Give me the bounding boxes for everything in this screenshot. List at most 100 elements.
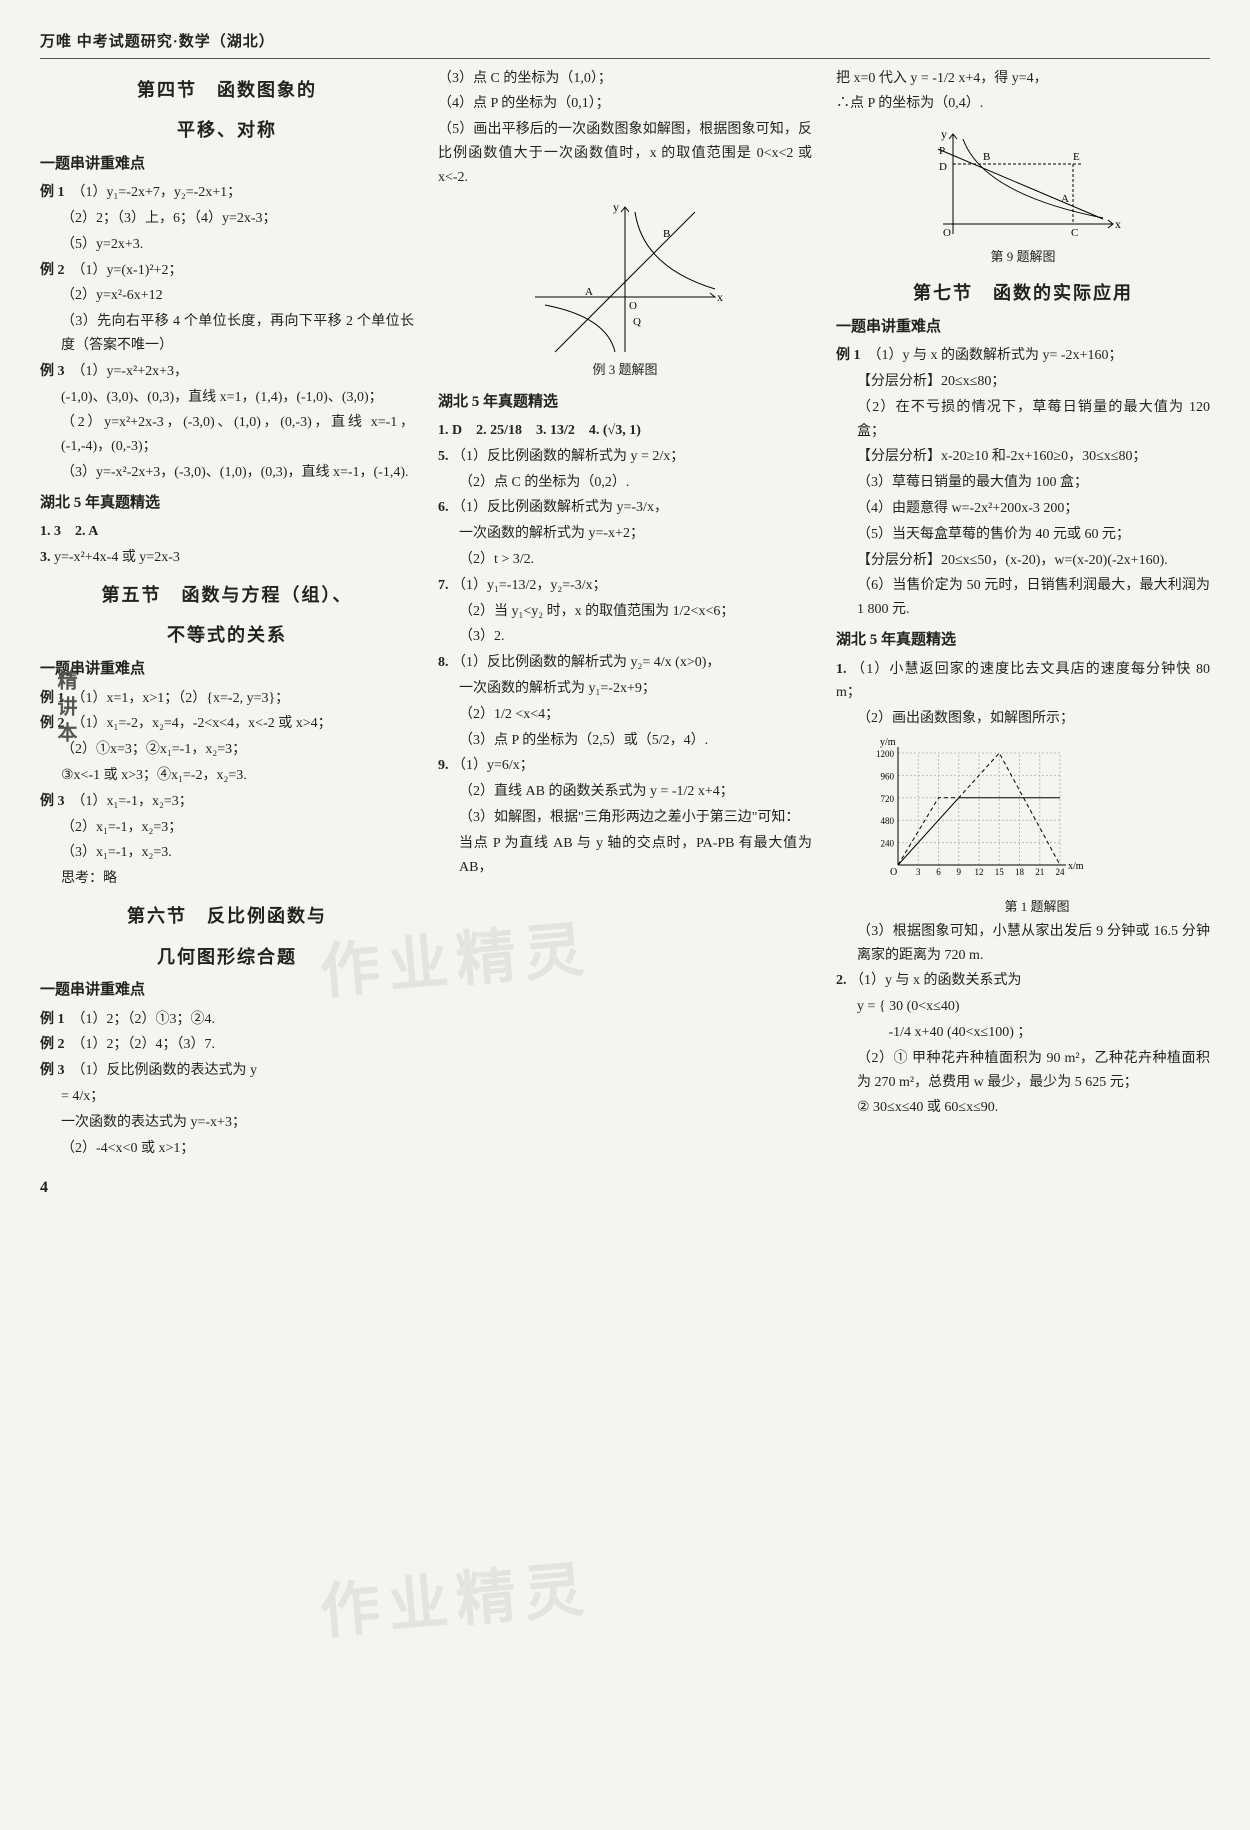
- answer-item: （3）点 P 的坐标为（2,5）或（5/2，4）.: [438, 729, 812, 753]
- example-item: 【分层分析】20≤x≤80；: [836, 370, 1210, 394]
- answer-item: （3）如解图，根据"三角形两边之差小于第三边"可知：: [438, 806, 812, 830]
- example-item: 例 3 （1）x₁=-1，x₂=3；: [40, 790, 414, 814]
- answer-item: 1. D 2. 25/18 3. 13/2 4. (√3, 1): [438, 419, 812, 443]
- example-item: 一次函数的表达式为 y=-x+3；: [40, 1111, 414, 1135]
- answer-item: y = { 30 (0<x≤40): [836, 995, 1210, 1019]
- svg-text:3: 3: [916, 867, 921, 877]
- figure-q9: x y O P D B E A C 第 9 题解图: [836, 124, 1210, 268]
- answer-item: （3）2.: [438, 625, 812, 649]
- svg-text:y/m: y/m: [880, 737, 896, 748]
- answer-item: ② 30≤x≤40 或 60≤x≤90.: [836, 1096, 1210, 1120]
- svg-text:960: 960: [881, 771, 895, 781]
- svg-text:480: 480: [881, 816, 895, 826]
- figure-ex3: x y O A B Q 例 3 题解图: [438, 197, 812, 381]
- answer-item: 5. 5. （1）反比例函数的解析式为 y = 2/x；（1）反比例函数的解析式…: [438, 445, 812, 469]
- example-item: （3）先向右平移 4 个单位长度，再向下平移 2 个单位长度（答案不唯一）: [40, 310, 414, 358]
- answer-item: -1/4 x+40 (40<x≤100) ；: [836, 1021, 1210, 1045]
- answer-item: 一次函数的解析式为 y₁=-2x+9；: [438, 677, 812, 701]
- example-item: 例 1 （1）2；（2）①3；②4.: [40, 1008, 414, 1032]
- svg-text:B: B: [663, 228, 670, 240]
- answer-item: 3. 3. y=-x²+4x-4 或 y=2x-3y=-x²+4x-4 或 y=…: [40, 546, 414, 570]
- section-title: 几何图形综合题: [40, 942, 414, 973]
- answer-item: 8. 8. （1）反比例函数的解析式为 y₂ = 4/x (x>0)，（1）反比…: [438, 651, 812, 675]
- svg-text:y: y: [941, 127, 947, 141]
- example-item: （2）在不亏损的情况下，草莓日销量的最大值为 120 盒；: [836, 396, 1210, 444]
- svg-text:Q: Q: [633, 316, 641, 328]
- answer-item: （2）直线 AB 的函数关系式为 y = -1/2 x+4；: [438, 780, 812, 804]
- figure-caption: 第 1 题解图: [864, 896, 1210, 918]
- answer-item: 把 x=0 代入 y = -1/2 x+4，得 y=4，: [836, 67, 1210, 91]
- example-item: （5）y=2x+3.: [40, 233, 414, 257]
- example-item: （2）y=x²-6x+12: [40, 284, 414, 308]
- subsection-title: 湖北 5 年真题精选: [438, 390, 812, 416]
- svg-text:P: P: [939, 145, 945, 157]
- svg-text:24: 24: [1056, 867, 1066, 877]
- section-title: 第五节 函数与方程（组）、: [40, 580, 414, 611]
- example-item: ③x<-1 或 x>3；④x₁=-2，x₂=3.: [40, 764, 414, 788]
- svg-text:A: A: [585, 286, 593, 298]
- svg-text:O: O: [943, 227, 951, 239]
- example-item: 例 2 （1）y=(x-1)²+2；: [40, 259, 414, 283]
- section-title: 第六节 反比例函数与: [40, 901, 414, 932]
- svg-text:x/min: x/min: [1068, 861, 1084, 872]
- example-item: 思考：略: [40, 867, 414, 891]
- brand-name: 万唯: [40, 34, 72, 50]
- example-item: （3）草莓日销量的最大值为 100 盒；: [836, 471, 1210, 495]
- page-number: 4: [40, 1174, 1210, 1201]
- svg-text:1200: 1200: [876, 749, 895, 759]
- answer-item: （2）t > 3/2.: [438, 548, 812, 572]
- example-item: 例 1 （1）y₁=-2x+7，y₂=-2x+1；: [40, 181, 414, 205]
- subsection-title: 一题串讲重难点: [40, 978, 414, 1004]
- svg-text:240: 240: [881, 839, 895, 849]
- svg-text:12: 12: [975, 867, 984, 877]
- subsection-title: 湖北 5 年真题精选: [836, 628, 1210, 654]
- section-title: 平移、对称: [40, 115, 414, 146]
- answer-item: 1. 1. （1）小慧返回家的速度比去文具店的速度每分钟快 80 m；（1）小慧…: [836, 658, 1210, 706]
- answer-item: （2）点 C 的坐标为（0,2）.: [438, 471, 812, 495]
- svg-text:D: D: [939, 161, 947, 173]
- book-title: 中考试题研究·数学（湖北）: [77, 34, 275, 50]
- example-item: 例 2 （1）2；（2）4；（3）7.: [40, 1033, 414, 1057]
- example-item: （5）当天每盒草莓的售价为 40 元或 60 元；: [836, 523, 1210, 547]
- example-item: = 4/x；: [40, 1085, 414, 1109]
- subsection-title: 一题串讲重难点: [836, 315, 1210, 341]
- example-item: （2）①x=3；②x₁=-1，x₂=3；: [40, 738, 414, 762]
- example-item: （3）x₁=-1，x₂=3.: [40, 841, 414, 865]
- watermark-text: 作业精灵: [316, 1538, 596, 1663]
- svg-text:x: x: [1115, 217, 1121, 231]
- example-item: 【分层分析】x-20≥10 和-2x+160≥0，30≤x≤80；: [836, 445, 1210, 469]
- answer-item: 一次函数的解析式为 y=-x+2；: [438, 522, 812, 546]
- answer-item: （2）当 y₁<y₂ 时，x 的取值范围为 1/2<x<6；: [438, 600, 812, 624]
- subsection-title: 湖北 5 年真题精选: [40, 491, 414, 517]
- example-item: （2）x₁=-1，x₂=3；: [40, 816, 414, 840]
- example-item: （4）由题意得 w=-2x²+200x-3 200；: [836, 497, 1210, 521]
- answer-item: ∴点 P 的坐标为（0,4）.: [836, 92, 1210, 116]
- section-title: 不等式的关系: [40, 620, 414, 651]
- answer-item: （5）画出平移后的一次函数图象如解图，根据图象可知，反比例函数值大于一次函数值时…: [438, 118, 812, 189]
- svg-text:B: B: [983, 151, 990, 163]
- svg-text:C: C: [1071, 227, 1078, 239]
- example-item: （6）当售价定为 50 元时，日销售利润最大，最大利润为 1 800 元.: [836, 574, 1210, 622]
- example-item: 例 3 （1）y=-x²+2x+3，: [40, 360, 414, 384]
- example-item: 【分层分析】20≤x≤50，(x-20)，w=(x-20)(-2x+160).: [836, 549, 1210, 573]
- page-header: 万唯 中考试题研究·数学（湖北）: [40, 30, 1210, 59]
- answer-item: 2. 2. （1）y 与 x 的函数关系式为（1）y 与 x 的函数关系式为: [836, 969, 1210, 993]
- section-title: 第四节 函数图象的: [40, 75, 414, 106]
- example-item: 例 3 （1）反比例函数的表达式为 y: [40, 1059, 414, 1083]
- column-left: 第四节 函数图象的 平移、对称 一题串讲重难点 例 1 （1）y₁=-2x+7，…: [40, 65, 414, 1163]
- example-item: （3）y=-x²-2x+3，(-3,0)、(1,0)，(0,3)，直线 x=-1…: [40, 461, 414, 485]
- answer-item: 1. 3 2. A: [40, 520, 414, 544]
- svg-text:O: O: [890, 867, 897, 878]
- svg-text:x: x: [717, 290, 723, 304]
- example-item: （2）-4<x<0 或 x>1；: [40, 1137, 414, 1161]
- answer-item: （2）① 甲种花卉种植面积为 90 m²，乙种花卉种植面积为 270 m²，总费…: [836, 1047, 1210, 1095]
- answer-item: （2）画出函数图象，如解图所示；: [836, 707, 1210, 731]
- example-item: 例 1 （1）y 与 x 的函数解析式为 y= -2x+160；: [836, 344, 1210, 368]
- example-item: 例 2 （1）x₁=-2，x₂=4，-2<x<4，x<-2 或 x>4；: [40, 712, 414, 736]
- svg-text:A: A: [1061, 193, 1069, 205]
- section-title: 第七节 函数的实际应用: [836, 278, 1210, 309]
- column-right: 把 x=0 代入 y = -1/2 x+4，得 y=4， ∴点 P 的坐标为（0…: [836, 65, 1210, 1163]
- svg-text:720: 720: [881, 794, 895, 804]
- answer-item: （3）点 C 的坐标为（1,0）；: [438, 67, 812, 91]
- content-columns: 第四节 函数图象的 平移、对称 一题串讲重难点 例 1 （1）y₁=-2x+7，…: [40, 65, 1210, 1163]
